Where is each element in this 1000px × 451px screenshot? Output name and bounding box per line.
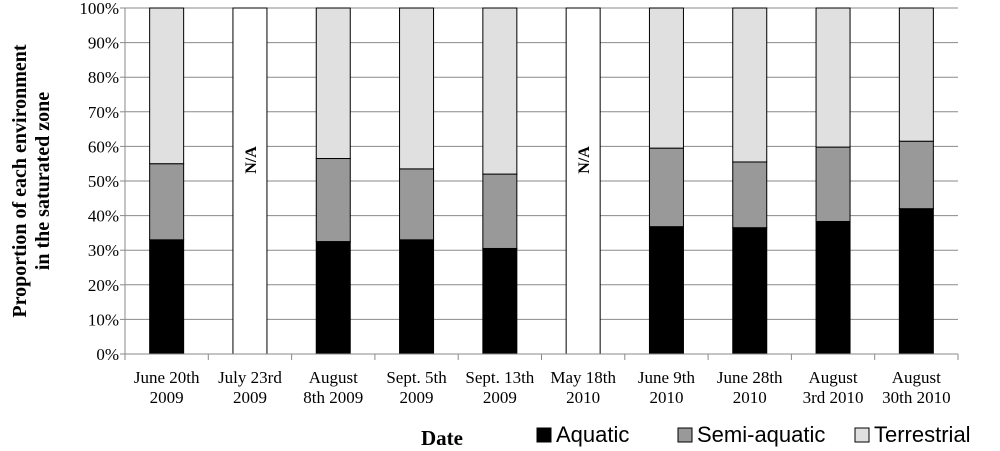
y-tick-label: 80% [88, 68, 119, 87]
bar-aquatic [898, 208, 934, 355]
y-axis-label-line: Proportion of each environment [9, 44, 31, 317]
x-tick-label: 2009 [400, 388, 434, 407]
bar-terrestrial [898, 7, 934, 142]
y-tick-label: 100% [79, 0, 119, 18]
x-tick-label: August [892, 368, 941, 387]
y-tick-label: 20% [88, 276, 119, 295]
x-tick-label: Sept. 5th [386, 368, 447, 387]
bar-semi-aquatic [399, 168, 435, 241]
bar-terrestrial [315, 7, 351, 160]
bar-terrestrial [648, 7, 684, 149]
x-tick-label: 2010 [649, 388, 683, 407]
x-tick-label: August [309, 368, 358, 387]
axes [124, 8, 959, 360]
bar-semi-aquatic [149, 163, 185, 241]
y-tick-label: 60% [88, 137, 119, 156]
x-tick-label: 30th 2010 [882, 388, 950, 407]
x-tick-label: 8th 2009 [303, 388, 363, 407]
x-tick-label: June 9th [638, 368, 696, 387]
y-tick-label: 30% [88, 241, 119, 260]
bars: N/A N/A [149, 7, 934, 355]
bar-terrestrial [149, 7, 185, 165]
bar-semi-aquatic [482, 173, 518, 249]
bar-aquatic [732, 227, 768, 355]
bar-aquatic [482, 247, 518, 355]
x-tick-label: 2009 [233, 388, 267, 407]
y-tick-label: 70% [88, 103, 119, 122]
bar-terrestrial [399, 7, 435, 170]
legend-label: Semi-aquatic [697, 422, 825, 447]
y-tick-labels: 0% 10% 20% 30% 40% 50% 60% 70% 80% 90% 100% [79, 0, 119, 364]
y-axis-label-line: in the saturated zone [32, 92, 54, 270]
bar-aquatic [315, 241, 351, 355]
bar-terrestrial [815, 7, 851, 148]
y-tick-label: 0% [96, 345, 119, 364]
legend-swatch [854, 427, 870, 443]
legend-swatch [677, 427, 693, 443]
y-tick-label: 50% [88, 172, 119, 191]
x-tick-label: 2010 [566, 388, 600, 407]
x-tick-label: June 20th [134, 368, 200, 387]
legend-swatch [536, 427, 552, 443]
bar-aquatic [149, 239, 185, 355]
bar-terrestrial [732, 7, 768, 163]
bar-semi-aquatic [815, 146, 851, 222]
bar-semi-aquatic [648, 147, 684, 228]
x-tick-label: 2010 [733, 388, 767, 407]
bar-semi-aquatic [732, 161, 768, 229]
y-axis-label: Proportion of each environmentin the sat… [9, 44, 54, 317]
y-tick-label: 90% [88, 34, 119, 53]
x-tick-label: 3rd 2010 [803, 388, 864, 407]
bar-na [232, 7, 268, 355]
na-label: N/A [243, 146, 260, 174]
x-tick-label: Sept. 13th [465, 368, 534, 387]
x-tick-label: 2009 [483, 388, 517, 407]
x-tick-label: August [808, 368, 857, 387]
y-tick-label: 10% [88, 310, 119, 329]
x-tick-label: May 18th [550, 368, 616, 387]
bar-aquatic [815, 220, 851, 355]
legend-label: Aquatic [556, 422, 629, 447]
x-tick-label: 2009 [150, 388, 184, 407]
bar-semi-aquatic [898, 140, 934, 210]
na-label: N/A [576, 146, 593, 174]
bar-aquatic [399, 239, 435, 355]
bar-terrestrial [482, 7, 518, 175]
bar-na [565, 7, 601, 355]
legend-label: Terrestrial [874, 422, 971, 447]
y-tick-label: 40% [88, 207, 119, 226]
bar-aquatic [648, 226, 684, 355]
x-axis-label: Date [421, 426, 463, 450]
x-tick-label: June 28th [717, 368, 783, 387]
bar-semi-aquatic [315, 158, 351, 243]
x-tick-label: July 23rd [218, 368, 282, 387]
legend: Aquatic Semi-aquatic Terrestrial [536, 422, 971, 447]
